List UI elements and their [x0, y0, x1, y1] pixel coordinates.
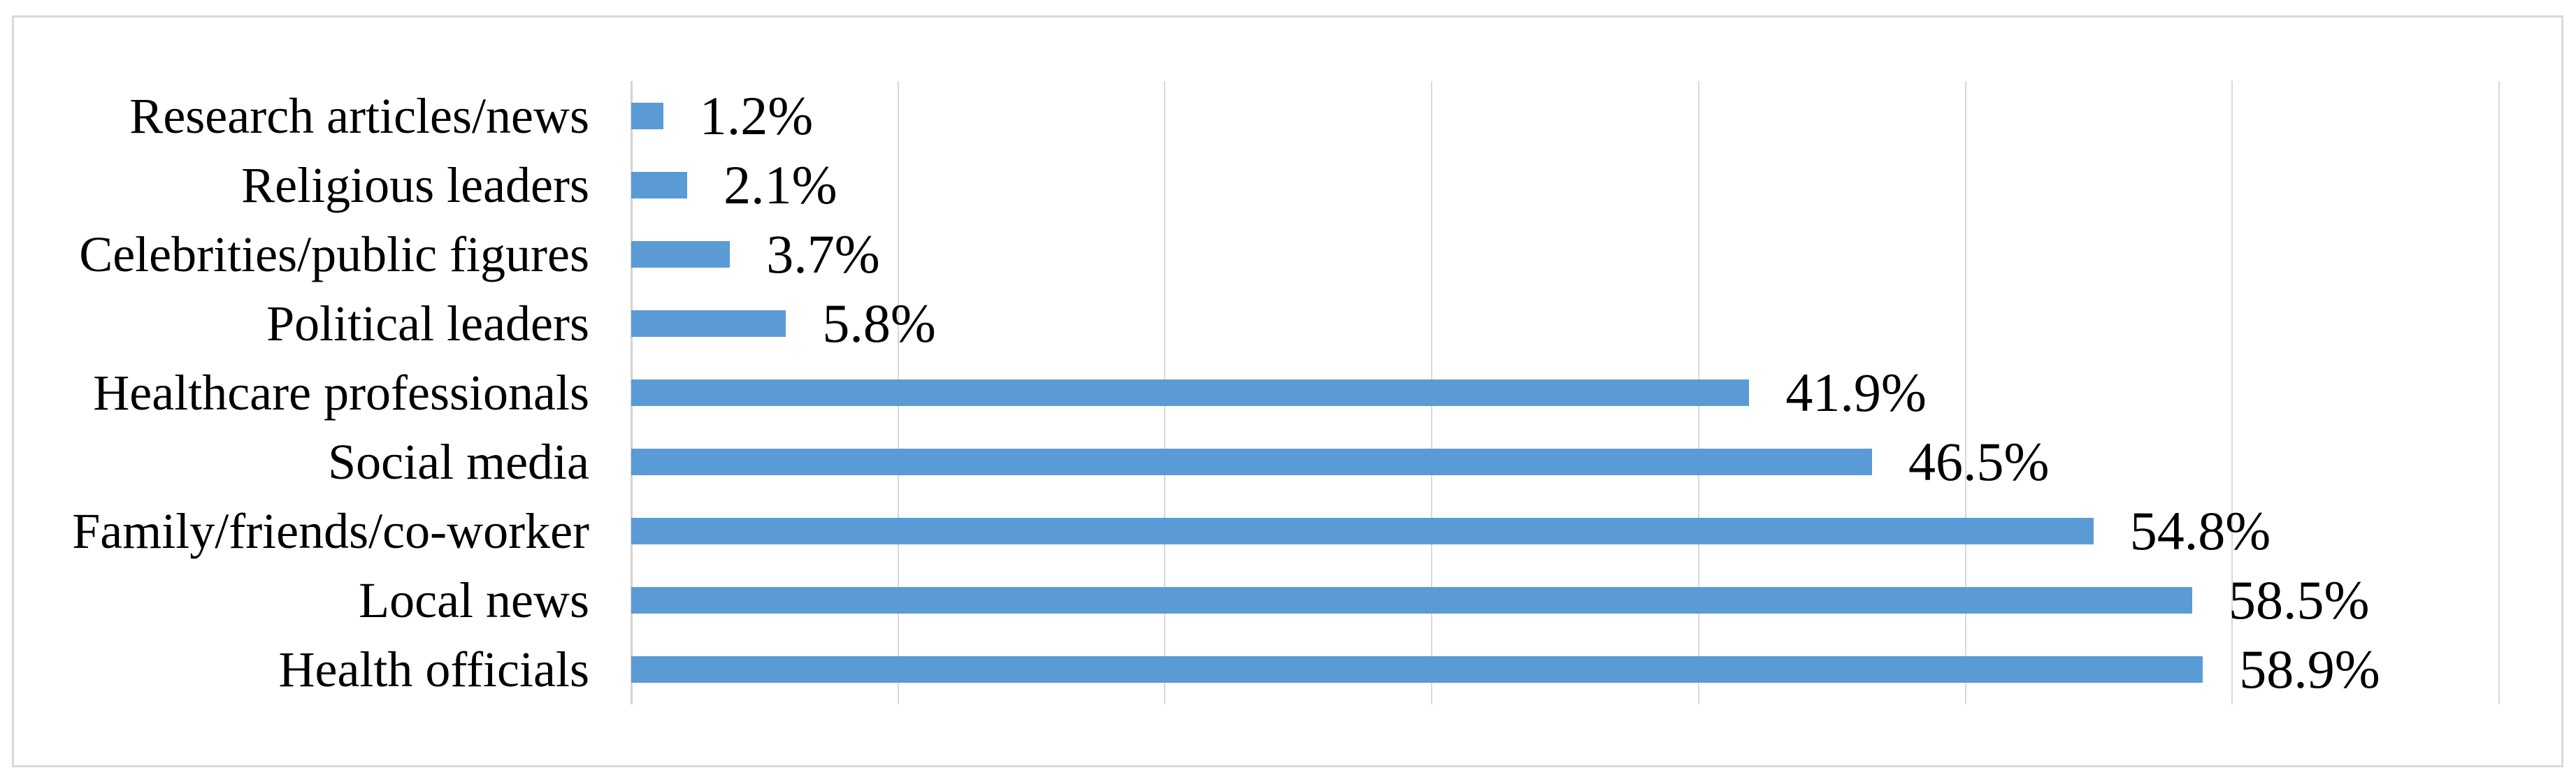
- category-axis: Research articles/news Religious leaders…: [14, 81, 631, 704]
- category-row: Health officials: [14, 635, 589, 704]
- bar: [631, 587, 2193, 614]
- plot-area: 1.2% 2.1% 3.7% 5.8% 41.9% 46.5%: [631, 81, 2500, 704]
- category-row: Political leaders: [14, 289, 589, 358]
- category-row: Family/friends/co-worker: [14, 497, 589, 566]
- category-label: Research articles/news: [129, 87, 589, 144]
- bar: [631, 518, 2094, 545]
- bar-row: 46.5%: [631, 428, 2499, 497]
- bar-row: 2.1%: [631, 150, 2499, 219]
- bar-value-label: 46.5%: [1908, 431, 2050, 493]
- category-label: Healthcare professionals: [93, 364, 589, 421]
- bar-value-label: 58.5%: [2229, 570, 2370, 631]
- category-label: Family/friends/co-worker: [72, 503, 589, 560]
- bar: [631, 449, 1872, 476]
- category-row: Healthcare professionals: [14, 358, 589, 427]
- gridline: [1964, 81, 1966, 704]
- bar: [631, 310, 786, 337]
- bar-series: 1.2% 2.1% 3.7% 5.8% 41.9% 46.5%: [631, 81, 2499, 704]
- category-row: Social media: [14, 428, 589, 497]
- bar: [631, 102, 663, 129]
- gridline: [2498, 81, 2500, 704]
- category-label: Health officials: [278, 642, 589, 698]
- bar-row: 41.9%: [631, 358, 2499, 427]
- category-row: Religious leaders: [14, 150, 589, 219]
- category-label: Celebrities/public figures: [79, 226, 589, 282]
- bar-value-label: 54.8%: [2129, 500, 2271, 562]
- bar-value-label: 5.8%: [822, 292, 936, 354]
- bar-row: 5.8%: [631, 289, 2499, 358]
- bar-row: 3.7%: [631, 219, 2499, 289]
- category-label: Political leaders: [266, 295, 589, 352]
- category-row: Research articles/news: [14, 81, 589, 150]
- bar-value-label: 41.9%: [1785, 361, 1927, 423]
- bar-row: 58.9%: [631, 635, 2499, 704]
- category-label: Religious leaders: [241, 157, 589, 213]
- bar: [631, 171, 688, 198]
- bar: [631, 240, 731, 268]
- category-row: Celebrities/public figures: [14, 219, 589, 289]
- bar-row: 1.2%: [631, 81, 2499, 150]
- category-label: Social media: [328, 434, 589, 491]
- bar-value-label: 2.1%: [724, 154, 837, 215]
- category-label: Local news: [359, 572, 589, 629]
- bar: [631, 656, 2203, 683]
- bar-row: 54.8%: [631, 497, 2499, 566]
- bar-row: 58.5%: [631, 566, 2499, 635]
- gridline: [2231, 81, 2233, 704]
- category-row: Local news: [14, 566, 589, 635]
- bar-value-label: 1.2%: [699, 85, 814, 146]
- bar-value-label: 3.7%: [766, 223, 880, 284]
- bar: [631, 379, 1750, 406]
- chart-frame: Research articles/news Religious leaders…: [12, 15, 2563, 767]
- bar-value-label: 58.9%: [2239, 639, 2380, 700]
